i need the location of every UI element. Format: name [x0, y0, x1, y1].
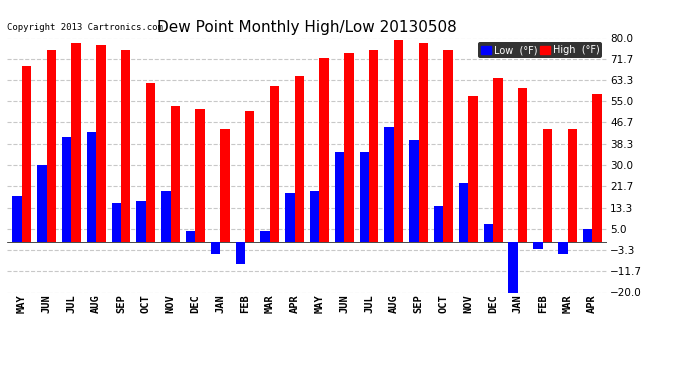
Bar: [592, 94, 602, 242]
Bar: [344, 53, 354, 242]
Bar: [359, 152, 369, 242]
Bar: [310, 190, 319, 242]
Bar: [394, 40, 403, 242]
Bar: [121, 50, 130, 242]
Bar: [583, 229, 592, 242]
Bar: [409, 140, 419, 242]
Legend: Low  (°F), High  (°F): Low (°F), High (°F): [478, 42, 602, 58]
Bar: [459, 183, 469, 242]
Bar: [295, 76, 304, 242]
Bar: [260, 231, 270, 242]
Bar: [444, 50, 453, 242]
Bar: [567, 129, 577, 242]
Bar: [186, 231, 195, 242]
Bar: [220, 129, 230, 242]
Bar: [235, 242, 245, 264]
Bar: [62, 137, 71, 242]
Bar: [22, 66, 31, 242]
Bar: [71, 43, 81, 242]
Bar: [87, 132, 96, 242]
Bar: [245, 111, 255, 242]
Bar: [469, 96, 477, 242]
Bar: [96, 45, 106, 242]
Bar: [12, 196, 22, 242]
Bar: [484, 224, 493, 242]
Bar: [493, 78, 502, 242]
Bar: [509, 242, 518, 295]
Bar: [146, 83, 155, 242]
Bar: [47, 50, 56, 242]
Bar: [558, 242, 567, 254]
Bar: [319, 58, 329, 242]
Bar: [161, 190, 170, 242]
Title: Dew Point Monthly High/Low 20130508: Dew Point Monthly High/Low 20130508: [157, 20, 457, 35]
Bar: [37, 165, 47, 242]
Bar: [543, 129, 552, 242]
Bar: [518, 88, 527, 242]
Bar: [335, 152, 344, 242]
Bar: [137, 201, 146, 242]
Bar: [285, 193, 295, 242]
Bar: [112, 203, 121, 242]
Bar: [195, 109, 205, 242]
Bar: [369, 50, 379, 242]
Bar: [434, 206, 444, 242]
Bar: [170, 106, 180, 242]
Bar: [384, 127, 394, 242]
Bar: [211, 242, 220, 254]
Bar: [419, 43, 428, 242]
Bar: [270, 86, 279, 242]
Bar: [533, 242, 543, 249]
Text: Copyright 2013 Cartronics.com: Copyright 2013 Cartronics.com: [7, 23, 163, 32]
